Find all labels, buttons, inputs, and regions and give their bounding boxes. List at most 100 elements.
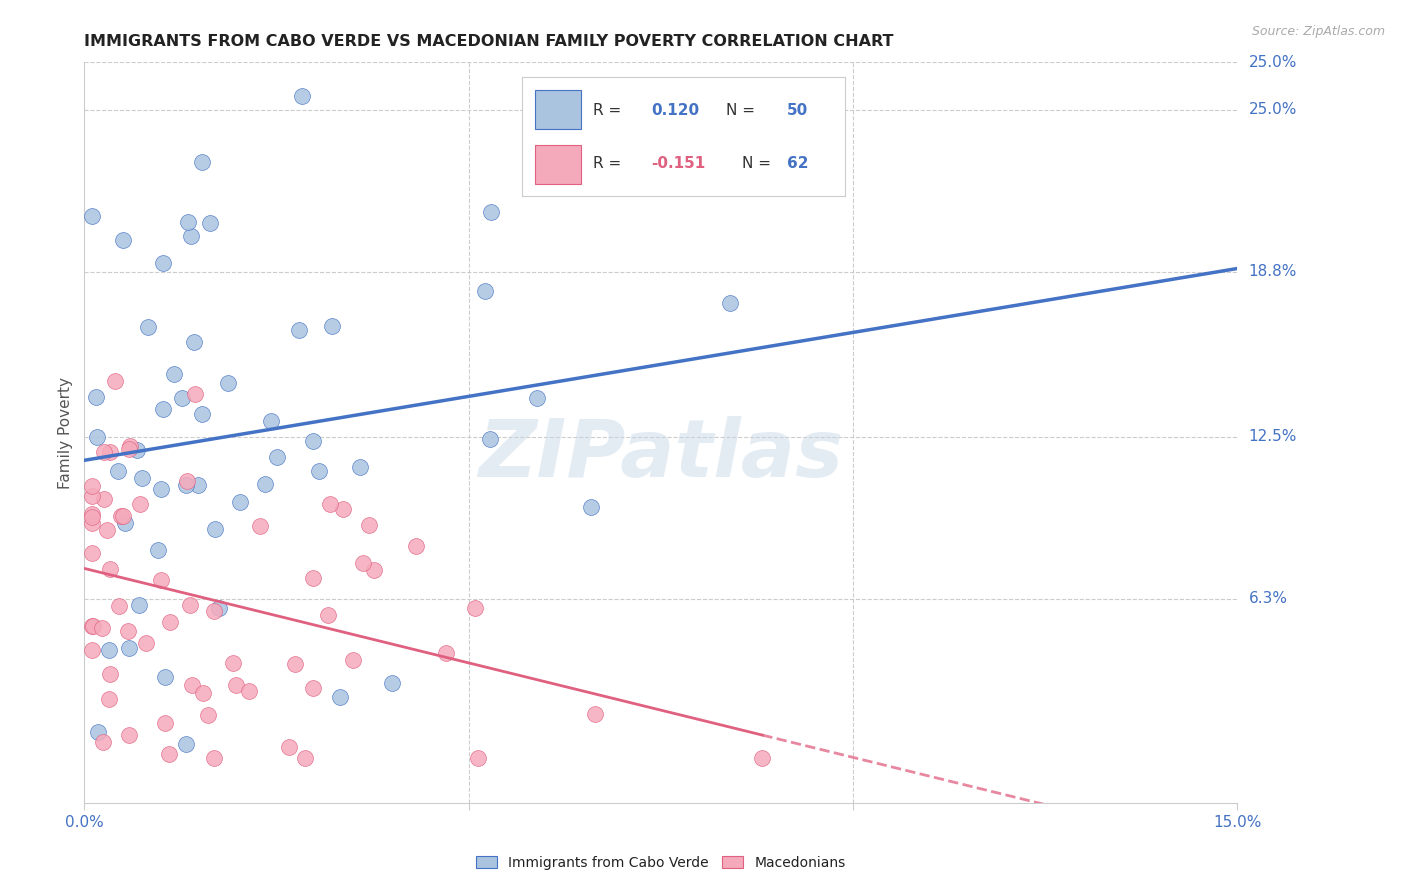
Point [751, 751, 773, 765]
Point [217, 376, 239, 391]
Y-axis label: Family Poverty: Family Poverty [58, 376, 73, 489]
Point [254, 477, 277, 491]
Point [204, 522, 226, 536]
Point [581, 500, 603, 515]
Text: ZIPatlas: ZIPatlas [478, 416, 844, 494]
Point [191, 686, 214, 700]
Point [479, 204, 502, 219]
Point [127, 442, 149, 457]
Point [96, 523, 118, 537]
Point [284, 657, 307, 672]
Point [86, 430, 108, 444]
Point [177, 215, 200, 229]
Point [316, 608, 339, 623]
Point [180, 228, 202, 243]
Point [308, 464, 330, 478]
Point [152, 256, 174, 270]
Point [352, 556, 374, 570]
Point [104, 374, 127, 388]
Point [349, 459, 371, 474]
Point [120, 439, 142, 453]
Point [129, 497, 152, 511]
Point [118, 728, 141, 742]
Point [98, 691, 121, 706]
Text: 12.5%: 12.5% [1249, 429, 1296, 444]
Text: 18.8%: 18.8% [1249, 264, 1296, 279]
Point [191, 154, 214, 169]
Point [107, 464, 129, 478]
Point [225, 678, 247, 692]
Point [464, 601, 486, 615]
Point [184, 387, 207, 401]
Point [321, 318, 343, 333]
Point [108, 599, 131, 613]
Text: Source: ZipAtlas.com: Source: ZipAtlas.com [1251, 25, 1385, 38]
Point [332, 502, 354, 516]
Point [176, 475, 198, 489]
Legend: Immigrants from Cabo Verde, Macedonians: Immigrants from Cabo Verde, Macedonians [477, 856, 845, 870]
Point [187, 477, 209, 491]
Point [146, 543, 169, 558]
Point [80, 643, 103, 657]
Point [301, 571, 323, 585]
Point [291, 89, 314, 103]
Point [152, 402, 174, 417]
Point [91, 734, 114, 748]
Point [478, 432, 501, 446]
Point [294, 751, 316, 765]
Point [181, 678, 204, 692]
Point [153, 716, 176, 731]
Point [135, 636, 157, 650]
Point [405, 539, 427, 553]
Point [98, 562, 121, 576]
Point [163, 367, 186, 381]
Point [150, 574, 173, 588]
Point [434, 646, 457, 660]
Point [249, 518, 271, 533]
Point [319, 497, 342, 511]
Point [91, 620, 114, 634]
Point [80, 546, 103, 560]
Point [585, 706, 607, 721]
Point [228, 495, 250, 509]
Point [84, 390, 107, 404]
Point [222, 656, 245, 670]
Point [467, 751, 489, 765]
Point [118, 442, 141, 456]
Point [204, 604, 226, 618]
Point [128, 598, 150, 612]
Point [238, 683, 260, 698]
Point [111, 508, 134, 523]
Point [208, 600, 231, 615]
Point [117, 640, 139, 655]
Point [526, 392, 548, 406]
Point [159, 615, 181, 630]
Point [197, 707, 219, 722]
Point [80, 490, 103, 504]
Point [131, 471, 153, 485]
Point [150, 483, 173, 497]
Point [136, 320, 159, 334]
Point [718, 296, 741, 310]
Point [98, 666, 121, 681]
Point [80, 479, 103, 493]
Point [170, 391, 193, 405]
Point [174, 737, 197, 751]
Point [98, 445, 121, 459]
Point [93, 491, 115, 506]
Point [93, 445, 115, 459]
Point [342, 653, 364, 667]
Point [176, 477, 198, 491]
Point [302, 434, 325, 448]
Text: 6.3%: 6.3% [1249, 591, 1288, 607]
Point [183, 334, 205, 349]
Point [110, 509, 132, 524]
Text: IMMIGRANTS FROM CABO VERDE VS MACEDONIAN FAMILY POVERTY CORRELATION CHART: IMMIGRANTS FROM CABO VERDE VS MACEDONIAN… [84, 34, 894, 49]
Point [363, 564, 385, 578]
Point [82, 618, 104, 632]
Point [329, 690, 352, 705]
Point [260, 414, 283, 428]
Point [112, 233, 135, 247]
Point [97, 643, 120, 657]
Point [82, 516, 104, 530]
